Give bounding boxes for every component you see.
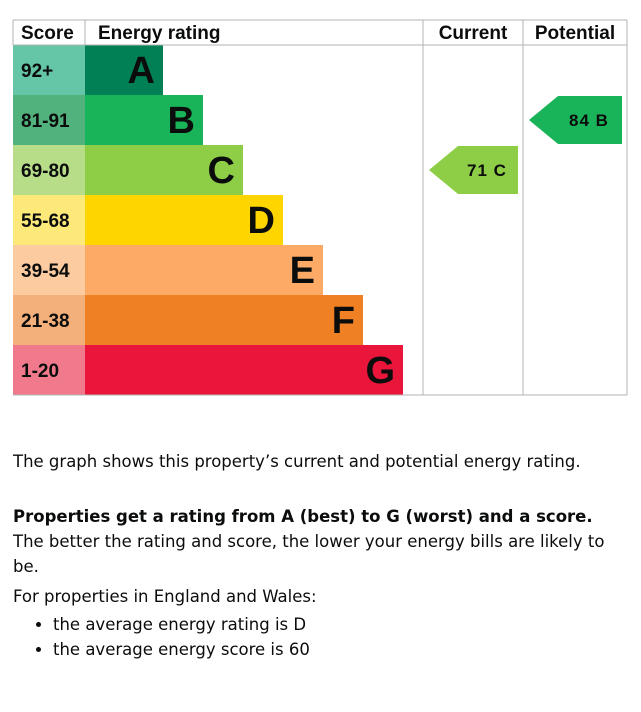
score-cell-c <box>13 145 85 195</box>
list-item: the average energy score is 60 <box>53 637 310 662</box>
score-range-label: 69-80 <box>21 161 70 182</box>
rating-bar-e <box>85 245 323 295</box>
averages-list: the average energy rating is D the avera… <box>13 612 310 662</box>
score-range-label: 81-91 <box>21 111 70 132</box>
rating-letter: E <box>290 250 315 292</box>
rating-letter: G <box>365 350 395 392</box>
score-range-label: 55-68 <box>21 211 70 232</box>
score-cell-e <box>13 245 85 295</box>
score-cell-b <box>13 95 85 145</box>
potential-column-header: Potential <box>535 23 615 44</box>
score-column-header: Score <box>21 23 74 44</box>
rating-explanation-bold: Properties get a rating from A (best) to… <box>13 506 593 526</box>
score-cell-g <box>13 345 85 395</box>
rating-bar-g <box>85 345 403 395</box>
rating-letter: F <box>332 300 355 342</box>
rating-bar-a <box>85 45 163 95</box>
score-range-label: 39-54 <box>21 261 70 282</box>
score-cell-f <box>13 295 85 345</box>
rating-letter: D <box>248 200 275 242</box>
list-item: the average energy rating is D <box>53 612 310 637</box>
energy-rating-chart: 92+ A 81-91 B 69-80 C 55-68 D 39-54 E 21-38 F 1-20 G S… <box>12 19 628 396</box>
score-cell-a <box>13 45 85 95</box>
potential-arrow <box>529 96 622 144</box>
current-rating-label: 71 C <box>467 161 507 180</box>
score-range-label: 21-38 <box>21 311 70 332</box>
score-range-label: 1-20 <box>21 361 59 382</box>
rating-letter: B <box>168 100 195 142</box>
graph-description: The graph shows this property’s current … <box>13 451 581 471</box>
rating-bar-d <box>85 195 283 245</box>
region-intro: For properties in England and Wales: <box>13 586 317 606</box>
score-cell-d <box>13 195 85 245</box>
current-column-header: Current <box>439 23 508 44</box>
rating-bar-f <box>85 295 363 345</box>
rating-bar-c <box>85 145 243 195</box>
current-arrow <box>429 146 518 194</box>
rating-letter: A <box>128 50 155 92</box>
score-range-label: 92+ <box>21 61 53 82</box>
energy-rating-column-header: Energy rating <box>98 23 220 44</box>
rating-bar-b <box>85 95 203 145</box>
rating-explanation: Properties get a rating from A (best) to… <box>13 504 628 579</box>
rating-explanation-rest: The better the rating and score, the low… <box>13 531 605 576</box>
potential-rating-label: 84 B <box>569 111 609 130</box>
rating-letter: C <box>208 150 235 192</box>
